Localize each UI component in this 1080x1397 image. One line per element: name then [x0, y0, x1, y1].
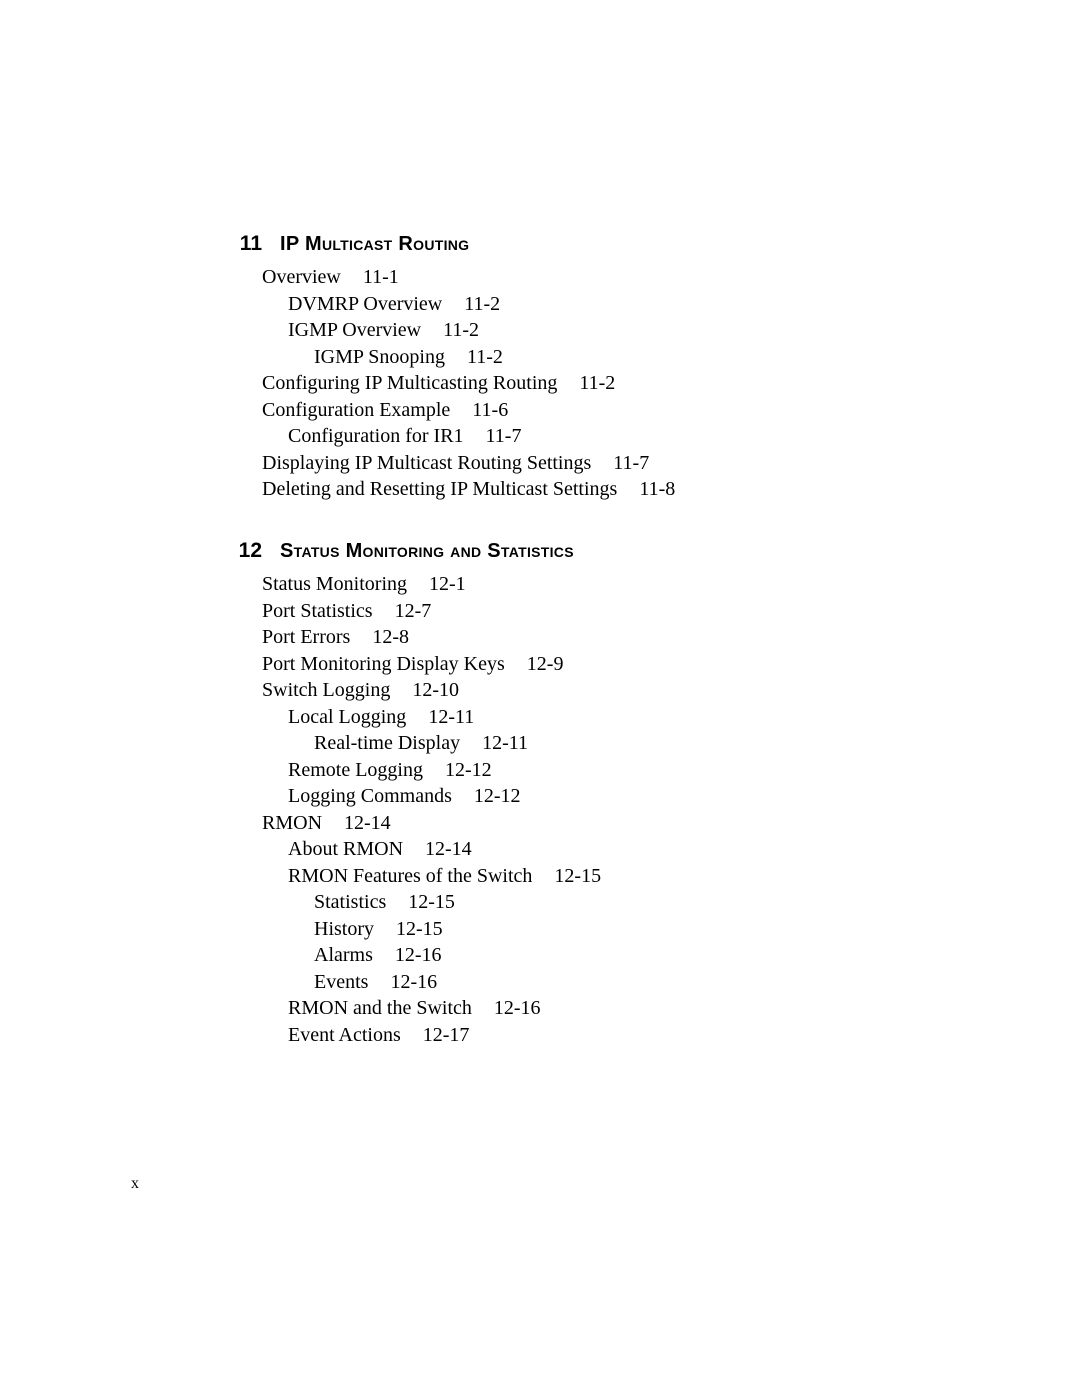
- toc-entry-text: Statistics: [314, 891, 386, 913]
- section-header: 11IP Multicast Routing: [262, 232, 902, 256]
- toc-entry-text: History: [314, 918, 374, 940]
- toc-entry-page: 12-12: [445, 759, 492, 781]
- toc-entry-page: 11-7: [613, 452, 649, 474]
- toc-entry-page: 11-6: [472, 399, 508, 421]
- toc-entry: RMON Features of the Switch 12-15: [288, 865, 902, 888]
- toc-entry-text: Configuration Example: [262, 399, 450, 421]
- toc-entry: IGMP Overview 11-2: [288, 319, 902, 342]
- toc-entry: DVMRP Overview 11-2: [288, 293, 902, 316]
- toc-entry-text: Configuring IP Multicasting Routing: [262, 372, 557, 394]
- toc-entry-page: 11-2: [443, 319, 479, 341]
- toc-entry-text: Switch Logging: [262, 679, 390, 701]
- toc-entry-text: Events: [314, 971, 368, 993]
- page-number: x: [131, 1175, 139, 1193]
- toc-entry: Deleting and Resetting IP Multicast Sett…: [262, 478, 902, 501]
- toc-entry-text: Port Monitoring Display Keys: [262, 653, 505, 675]
- chapter-title: Status Monitoring and Statistics: [280, 540, 574, 563]
- toc-entry-text: RMON Features of the Switch: [288, 865, 532, 887]
- toc-entry-page: 11-8: [639, 478, 675, 500]
- toc-entry-page: 11-2: [467, 346, 503, 368]
- toc-entry: IGMP Snooping 11-2: [314, 346, 902, 369]
- toc-entry: Events 12-16: [314, 971, 902, 994]
- toc-entry-page: 12-15: [554, 865, 601, 887]
- toc-entry-text: Alarms: [314, 944, 373, 966]
- toc-entry: Port Errors 12-8: [262, 626, 902, 649]
- chapter-number: 12: [224, 539, 262, 563]
- toc-entry-text: Configuration for IR1: [288, 425, 464, 447]
- toc-entry: Real-time Display 12-11: [314, 732, 902, 755]
- toc-entry-page: 12-14: [344, 812, 391, 834]
- toc-entry-text: Port Statistics: [262, 600, 373, 622]
- toc-section: 12Status Monitoring and StatisticsStatus…: [262, 539, 902, 1047]
- toc-entry-page: 12-15: [396, 918, 443, 940]
- toc-entry-page: 12-12: [474, 785, 521, 807]
- toc-entry: RMON and the Switch 12-16: [288, 997, 902, 1020]
- toc-entry: Port Monitoring Display Keys 12-9: [262, 653, 902, 676]
- toc-entry: Status Monitoring 12-1: [262, 573, 902, 596]
- toc-entry-page: 12-11: [482, 732, 528, 754]
- toc-entry-page: 11-1: [363, 266, 399, 288]
- toc-page: 11IP Multicast RoutingOverview11-1DVMRP …: [0, 0, 1080, 1397]
- toc-content: 11IP Multicast Routing Overview 11-1 DVMRP …: [262, 232, 902, 1085]
- toc-entry-page: 12-16: [494, 997, 541, 1019]
- toc-entry-page: 12-16: [395, 944, 442, 966]
- toc-entry: Event Actions 12-17: [288, 1024, 902, 1047]
- toc-entry: Remote Logging 12-12: [288, 759, 902, 782]
- toc-entry-page: 12-17: [423, 1024, 470, 1046]
- toc-entry-page: 12-7: [395, 600, 432, 622]
- toc-entry-text: IGMP Snooping: [314, 346, 445, 368]
- toc-entry-page: 12-16: [390, 971, 437, 993]
- toc-entry: Configuring IP Multicasting Routing 11-2: [262, 372, 902, 395]
- toc-entry: Logging Commands 12-12: [288, 785, 902, 808]
- toc-entry-text: Deleting and Resetting IP Multicast Sett…: [262, 478, 617, 500]
- chapter-number: 11: [224, 232, 262, 256]
- toc-entry-text: Real-time Display: [314, 732, 460, 754]
- toc-entry: RMON 12-14: [262, 812, 902, 835]
- toc-entry-page: 11-2: [579, 372, 615, 394]
- toc-entry: Switch Logging 12-10: [262, 679, 902, 702]
- toc-entry: About RMON 12-14: [288, 838, 902, 861]
- toc-entry-page: 11-7: [486, 425, 522, 447]
- toc-entry: Displaying IP Multicast Routing Settings…: [262, 452, 902, 475]
- chapter-title: IP Multicast Routing: [280, 233, 469, 256]
- toc-entry-text: Logging Commands: [288, 785, 452, 807]
- toc-entry: Port Statistics 12-7: [262, 600, 902, 623]
- toc-entry-text: About RMON: [288, 838, 403, 860]
- toc-entry: Configuration for IR1 11-7: [288, 425, 902, 448]
- toc-entry-text: Remote Logging: [288, 759, 423, 781]
- toc-entry-text: Status Monitoring: [262, 573, 407, 595]
- toc-entry-text: IGMP Overview: [288, 319, 421, 341]
- toc-entry: Local Logging 12-11: [288, 706, 902, 729]
- toc-entry-page: 12-11: [428, 706, 474, 728]
- toc-entry-page: 12-10: [412, 679, 459, 701]
- toc-entry-page: 12-1: [429, 573, 466, 595]
- toc-entry-text: Port Errors: [262, 626, 350, 648]
- toc-entries: Overview11-1DVMRP Overview11-2IGMP Overv…: [262, 266, 902, 501]
- toc-entry: History 12-15: [314, 918, 902, 941]
- toc-entry-text: RMON and the Switch: [288, 997, 472, 1019]
- toc-entries: Status Monitoring 12-1 Port Statistics 12-7…: [262, 573, 902, 1047]
- toc-entry-text: Local Logging: [288, 706, 406, 728]
- toc-entry-text: DVMRP Overview: [288, 293, 442, 315]
- toc-entry-text: Overview: [262, 266, 341, 288]
- toc-entry-page: 11-2: [464, 293, 500, 315]
- section-header: 12Status Monitoring and Statistics: [262, 539, 902, 563]
- toc-entry-page: 12-14: [425, 838, 472, 860]
- toc-entry: Configuration Example 11-6: [262, 399, 902, 422]
- toc-entry-text: Event Actions: [288, 1024, 401, 1046]
- toc-entry-text: Displaying IP Multicast Routing Settings: [262, 452, 591, 474]
- toc-entry: Statistics 12-15: [314, 891, 902, 914]
- toc-entry: Overview 11-1: [262, 266, 902, 289]
- toc-entry-page: 12-9: [527, 653, 564, 675]
- toc-section: 11IP Multicast Routing Overview 11-1 DVMRP …: [262, 232, 902, 501]
- toc-entry: Alarms 12-16: [314, 944, 902, 967]
- toc-entry-page: 12-8: [372, 626, 409, 648]
- toc-entry-page: 12-15: [408, 891, 455, 913]
- toc-entry-text: RMON: [262, 812, 322, 834]
